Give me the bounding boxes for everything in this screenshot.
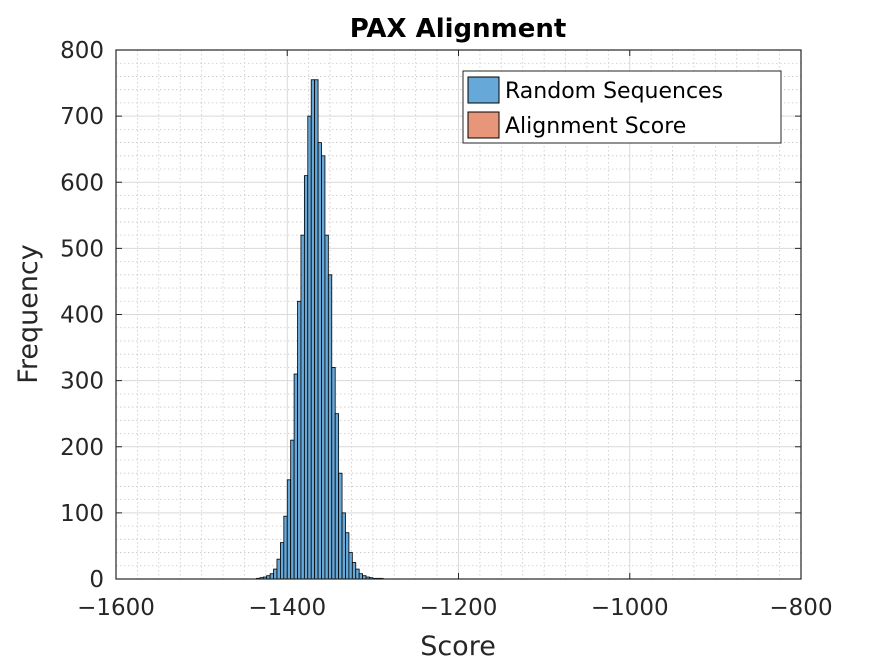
histogram-bar xyxy=(345,532,350,580)
histogram-bar xyxy=(338,472,343,580)
histogram-bar xyxy=(269,573,274,580)
histogram-bar xyxy=(276,558,281,580)
x-tick-label: −800 xyxy=(769,595,832,621)
y-tick-label: 800 xyxy=(60,38,104,64)
legend-label-random-sequences: Random Sequences xyxy=(505,79,723,104)
histogram-bar xyxy=(317,142,322,580)
y-axis-ticks: 0 100 200 300 400 500 600 700 800 xyxy=(60,38,801,593)
histogram-bar xyxy=(297,300,302,580)
y-tick-label: 600 xyxy=(60,170,104,196)
legend: Random Sequences Alignment Score xyxy=(462,70,782,144)
histogram-bars xyxy=(256,79,384,580)
histogram-bar xyxy=(307,115,312,580)
legend-box xyxy=(462,70,782,144)
histogram-bar xyxy=(358,573,363,580)
histogram-bar xyxy=(341,512,346,580)
y-tick-label: 100 xyxy=(60,501,104,527)
histogram-bar xyxy=(290,439,295,580)
y-axis-label: Frequency xyxy=(13,244,44,384)
x-axis-ticks: −1600 −1400 −1200 −1000 −800 xyxy=(77,50,833,621)
x-tick-label: −1600 xyxy=(77,595,155,621)
histogram-bar xyxy=(283,515,288,580)
histogram-bar xyxy=(300,234,305,580)
histogram-bar xyxy=(324,234,329,580)
histogram-bar xyxy=(334,413,340,580)
legend-label-alignment-score: Alignment Score xyxy=(505,114,686,139)
y-tick-label: 0 xyxy=(89,567,104,593)
legend-swatch-random-sequences xyxy=(467,76,500,104)
x-tick-label: −1400 xyxy=(248,595,326,621)
histogram-bar xyxy=(351,562,357,580)
x-tick-label: −1000 xyxy=(591,595,669,621)
x-tick-label: −1200 xyxy=(420,595,498,621)
histogram-bar xyxy=(273,568,278,580)
y-tick-label: 700 xyxy=(60,104,104,130)
histogram-bar xyxy=(331,366,336,580)
y-tick-label: 400 xyxy=(60,303,104,329)
histogram-bar xyxy=(355,568,360,580)
legend-swatch-alignment-score xyxy=(467,111,500,139)
y-tick-label: 500 xyxy=(60,236,104,262)
y-tick-label: 200 xyxy=(60,435,104,461)
histogram-bar xyxy=(279,542,285,580)
histogram-bar xyxy=(293,373,298,580)
histogram-bar xyxy=(321,155,326,580)
x-axis-label: Score xyxy=(420,631,496,662)
histogram-bar xyxy=(310,79,316,580)
histogram-bar xyxy=(303,175,309,580)
histogram-bar xyxy=(327,274,333,580)
histogram-bar xyxy=(286,479,292,580)
chart-title: PAX Alignment xyxy=(350,14,567,44)
histogram-bar xyxy=(314,79,319,580)
y-tick-label: 300 xyxy=(60,369,104,395)
histogram-bar xyxy=(348,552,353,580)
